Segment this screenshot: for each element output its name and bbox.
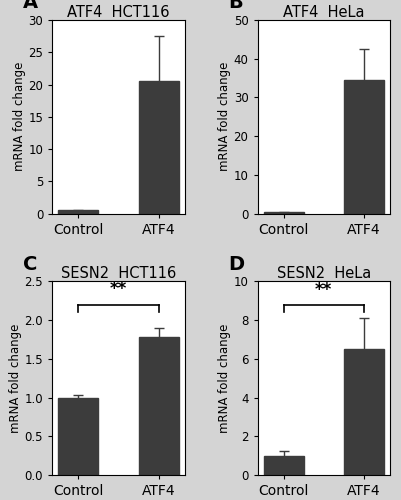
Bar — [58, 398, 98, 475]
Title: ATF4  HCT116: ATF4 HCT116 — [67, 5, 169, 20]
Text: A: A — [23, 0, 38, 12]
Y-axis label: mRNA fold change: mRNA fold change — [217, 62, 230, 172]
Bar — [343, 349, 383, 475]
Text: C: C — [23, 254, 37, 274]
Y-axis label: mRNA fold change: mRNA fold change — [217, 324, 230, 433]
Bar — [263, 212, 303, 214]
Y-axis label: mRNA fold change: mRNA fold change — [12, 62, 26, 172]
Text: D: D — [228, 254, 244, 274]
Bar — [58, 210, 98, 214]
Bar — [343, 80, 383, 214]
Title: SESN2  HCT116: SESN2 HCT116 — [61, 266, 176, 281]
Text: **: ** — [109, 280, 127, 298]
Bar — [138, 82, 178, 214]
Title: ATF4  HeLa: ATF4 HeLa — [282, 5, 364, 20]
Text: **: ** — [314, 281, 332, 299]
Title: SESN2  HeLa: SESN2 HeLa — [276, 266, 370, 281]
Text: B: B — [228, 0, 243, 12]
Bar — [263, 456, 303, 475]
Bar — [138, 337, 178, 475]
Y-axis label: mRNA fold change: mRNA fold change — [9, 324, 22, 433]
